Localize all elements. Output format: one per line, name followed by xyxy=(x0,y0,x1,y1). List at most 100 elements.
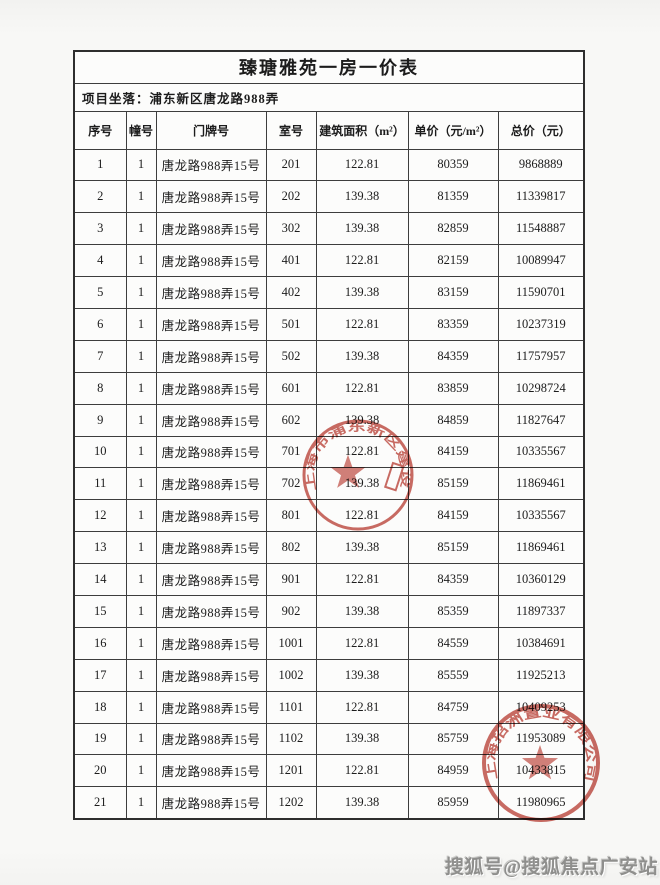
cell-building: 1 xyxy=(125,403,157,437)
cell-index: 5 xyxy=(73,276,127,309)
project-location: 项目坐落：浦东新区唐龙路988弄 xyxy=(73,82,585,112)
cell-door-plate: 唐龙路988弄15号 xyxy=(155,180,267,214)
title-row: 臻瑭雅苑一房一价表 xyxy=(73,50,585,84)
table-row: 8 1 唐龙路988弄15号 601 122.81 83859 10298724 xyxy=(73,371,585,405)
cell-area: 122.81 xyxy=(315,371,409,405)
cell-building: 1 xyxy=(125,307,157,341)
cell-building: 1 xyxy=(125,467,157,501)
cell-room: 602 xyxy=(265,403,317,437)
cell-area: 122.81 xyxy=(315,435,409,469)
cell-unit-price: 82859 xyxy=(407,212,499,246)
cell-room: 902 xyxy=(265,594,317,628)
cell-total-price: 11757957 xyxy=(497,339,585,373)
cell-area: 139.38 xyxy=(315,786,409,820)
cell-door-plate: 唐龙路988弄15号 xyxy=(155,276,267,309)
cell-door-plate: 唐龙路988弄15号 xyxy=(155,754,267,788)
cell-unit-price: 82159 xyxy=(407,244,499,278)
cell-area: 139.38 xyxy=(315,339,409,373)
cell-area: 139.38 xyxy=(315,531,409,565)
cell-unit-price: 83159 xyxy=(407,276,499,309)
cell-building: 1 xyxy=(125,244,157,278)
sohu-watermark: 搜狐号@搜狐焦点广安站 xyxy=(444,857,658,878)
cell-unit-price: 85159 xyxy=(407,531,499,565)
cell-unit-price: 84959 xyxy=(407,754,499,788)
table-row: 20 1 唐龙路988弄15号 1201 122.81 84959 10433815 xyxy=(73,754,585,788)
cell-building: 1 xyxy=(125,626,157,660)
table-row: 21 1 唐龙路988弄15号 1202 139.38 85959 11980965 xyxy=(73,786,585,820)
cell-area: 122.81 xyxy=(315,148,409,182)
cell-building: 1 xyxy=(125,212,157,246)
cell-door-plate: 唐龙路988弄15号 xyxy=(155,307,267,341)
cell-area: 122.81 xyxy=(315,563,409,596)
cell-door-plate: 唐龙路988弄15号 xyxy=(155,658,267,692)
cell-unit-price: 85559 xyxy=(407,658,499,692)
col-header-room: 室号 xyxy=(265,110,317,150)
cell-room: 901 xyxy=(265,563,317,596)
cell-total-price: 9868889 xyxy=(497,148,585,182)
cell-building: 1 xyxy=(125,180,157,214)
price-table-body: 1 1 唐龙路988弄15号 201 122.81 80359 9868889 2 1 唐龙路98… xyxy=(73,148,585,820)
cell-total-price: 11339817 xyxy=(497,180,585,214)
cell-building: 1 xyxy=(125,499,157,533)
cell-area: 139.38 xyxy=(315,276,409,309)
table-row: 10 1 唐龙路988弄15号 701 122.81 84159 10335567 xyxy=(73,435,585,469)
cell-index: 3 xyxy=(73,212,127,246)
cell-total-price: 11980965 xyxy=(497,786,585,820)
cell-door-plate: 唐龙路988弄15号 xyxy=(155,212,267,246)
cell-total-price: 11590701 xyxy=(497,276,585,309)
cell-unit-price: 81359 xyxy=(407,180,499,214)
cell-index: 6 xyxy=(73,307,127,341)
cell-room: 601 xyxy=(265,371,317,405)
cell-area: 139.38 xyxy=(315,594,409,628)
cell-room: 501 xyxy=(265,307,317,341)
cell-building: 1 xyxy=(125,786,157,820)
cell-unit-price: 84859 xyxy=(407,403,499,437)
cell-index: 2 xyxy=(73,180,127,214)
table-row: 4 1 唐龙路988弄15号 401 122.81 82159 10089947 xyxy=(73,244,585,278)
cell-total-price: 10298724 xyxy=(497,371,585,405)
table-row: 14 1 唐龙路988弄15号 901 122.81 84359 10360129 xyxy=(73,563,585,596)
cell-unit-price: 83859 xyxy=(407,371,499,405)
col-header-building: 幢号 xyxy=(125,110,157,150)
cell-unit-price: 84559 xyxy=(407,626,499,660)
cell-total-price: 10237319 xyxy=(497,307,585,341)
table-row: 2 1 唐龙路988弄15号 202 139.38 81359 11339817 xyxy=(73,180,585,214)
cell-room: 302 xyxy=(265,212,317,246)
table-row: 6 1 唐龙路988弄15号 501 122.81 83359 10237319 xyxy=(73,307,585,341)
cell-door-plate: 唐龙路988弄15号 xyxy=(155,467,267,501)
cell-index: 9 xyxy=(73,403,127,437)
table-row: 7 1 唐龙路988弄15号 502 139.38 84359 11757957 xyxy=(73,339,585,373)
cell-building: 1 xyxy=(125,690,157,724)
table-row: 12 1 唐龙路988弄15号 801 122.81 84159 10335567 xyxy=(73,499,585,533)
table-row: 5 1 唐龙路988弄15号 402 139.38 83159 11590701 xyxy=(73,276,585,309)
cell-total-price: 10360129 xyxy=(497,563,585,596)
cell-total-price: 11869461 xyxy=(497,467,585,501)
cell-total-price: 11953089 xyxy=(497,722,585,756)
cell-building: 1 xyxy=(125,276,157,309)
cell-unit-price: 84359 xyxy=(407,339,499,373)
cell-room: 1201 xyxy=(265,754,317,788)
cell-building: 1 xyxy=(125,563,157,596)
table-row: 9 1 唐龙路988弄15号 602 139.38 84859 11827647 xyxy=(73,403,585,437)
cell-door-plate: 唐龙路988弄15号 xyxy=(155,563,267,596)
col-header-total-price: 总价（元） xyxy=(497,110,585,150)
cell-door-plate: 唐龙路988弄15号 xyxy=(155,403,267,437)
cell-unit-price: 85159 xyxy=(407,467,499,501)
cell-area: 122.81 xyxy=(315,754,409,788)
cell-room: 401 xyxy=(265,244,317,278)
cell-door-plate: 唐龙路988弄15号 xyxy=(155,339,267,373)
cell-index: 18 xyxy=(73,690,127,724)
cell-area: 139.38 xyxy=(315,180,409,214)
cell-building: 1 xyxy=(125,594,157,628)
col-header-door-plate: 门牌号 xyxy=(155,110,267,150)
cell-index: 11 xyxy=(73,467,127,501)
cell-unit-price: 85759 xyxy=(407,722,499,756)
cell-index: 20 xyxy=(73,754,127,788)
cell-room: 1001 xyxy=(265,626,317,660)
cell-building: 1 xyxy=(125,754,157,788)
col-header-unit-price: 单价（元/m²） xyxy=(407,110,499,150)
cell-index: 17 xyxy=(73,658,127,692)
cell-index: 21 xyxy=(73,786,127,820)
cell-door-plate: 唐龙路988弄15号 xyxy=(155,594,267,628)
cell-room: 701 xyxy=(265,435,317,469)
